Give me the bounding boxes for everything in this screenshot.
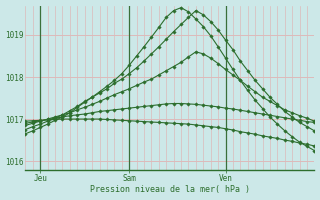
X-axis label: Pression niveau de la mer( hPa ): Pression niveau de la mer( hPa ): [90, 185, 250, 194]
